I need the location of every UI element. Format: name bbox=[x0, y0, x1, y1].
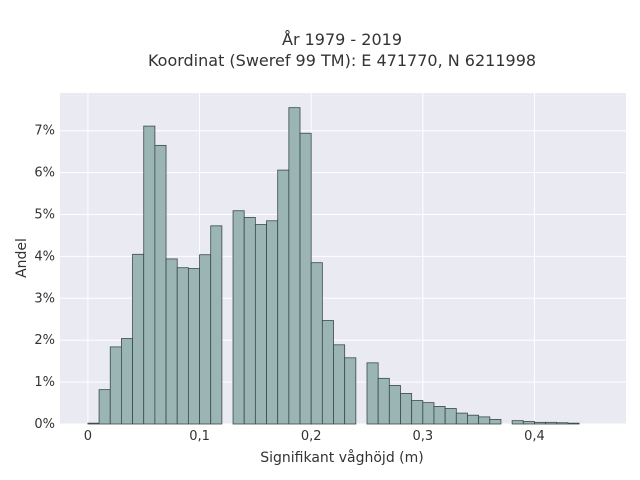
histogram-bar bbox=[344, 357, 357, 425]
x-tick-label: 0,3 bbox=[412, 429, 433, 444]
histogram-bar bbox=[87, 422, 100, 425]
y-tick-label: 2% bbox=[34, 333, 55, 348]
x-tick-label: 0,4 bbox=[524, 429, 545, 444]
y-tick-label: 1% bbox=[34, 375, 55, 390]
histogram-bar bbox=[288, 107, 301, 425]
histogram-bar bbox=[121, 338, 133, 425]
histogram-bar bbox=[377, 377, 390, 425]
histogram-bar bbox=[154, 144, 167, 425]
histogram-bar bbox=[556, 422, 569, 425]
histogram-bar bbox=[266, 220, 279, 425]
chart-title-line-1: År 1979 - 2019 bbox=[282, 30, 402, 49]
histogram-bar bbox=[545, 421, 558, 425]
histogram-bar bbox=[567, 422, 580, 425]
x-axis-ticks: 0 0,1 0,2 0,3 0,4 bbox=[84, 429, 545, 444]
histogram-bar bbox=[199, 254, 212, 425]
histogram-bar bbox=[310, 262, 323, 425]
histogram-bar bbox=[422, 402, 435, 425]
histogram-bar bbox=[243, 217, 256, 425]
histogram-bar bbox=[165, 258, 178, 425]
histogram-bar bbox=[366, 362, 379, 425]
histogram-bar bbox=[143, 125, 156, 425]
y-axis-label: Andel bbox=[14, 238, 30, 278]
histogram-bar bbox=[187, 268, 200, 425]
y-tick-label: 0% bbox=[34, 417, 55, 432]
histogram-bar bbox=[277, 169, 290, 425]
y-tick-label: 4% bbox=[34, 249, 55, 264]
histogram-bar bbox=[444, 408, 457, 425]
histogram-bar bbox=[411, 400, 424, 425]
histogram-bar bbox=[98, 389, 111, 425]
histogram-bar bbox=[254, 224, 267, 425]
histogram-bar bbox=[321, 320, 334, 425]
histogram-bar bbox=[176, 267, 189, 425]
histogram-bar bbox=[388, 385, 401, 425]
histogram-bar bbox=[232, 210, 245, 425]
y-tick-label: 3% bbox=[34, 291, 55, 306]
y-tick-label: 7% bbox=[34, 124, 55, 139]
histogram-bar bbox=[522, 421, 535, 425]
histogram-bar bbox=[109, 346, 122, 425]
x-tick-label: 0,2 bbox=[301, 429, 322, 444]
y-axis-ticks: 0% 1% 2% 3% 4% 5% 6% 7% bbox=[34, 124, 55, 432]
histogram-bar bbox=[333, 344, 346, 425]
histogram-bar bbox=[467, 414, 480, 425]
x-axis-label: Signifikant våghöjd (m) bbox=[260, 449, 423, 466]
histogram-bar bbox=[210, 225, 223, 425]
histogram-bar bbox=[511, 420, 524, 425]
histogram-bar bbox=[299, 132, 312, 425]
histogram-bar bbox=[433, 406, 446, 425]
histogram-bar bbox=[534, 421, 547, 425]
histogram-bar bbox=[489, 418, 502, 425]
histogram-bar bbox=[132, 253, 145, 425]
histogram-bar bbox=[478, 416, 491, 425]
histogram-bar bbox=[455, 412, 468, 425]
x-tick-label: 0 bbox=[84, 429, 92, 444]
chart-title-line-2: Koordinat (Sweref 99 TM): E 471770, N 62… bbox=[148, 51, 536, 70]
histogram-bars bbox=[87, 107, 580, 425]
histogram-bar bbox=[400, 393, 413, 425]
y-tick-label: 5% bbox=[34, 208, 55, 223]
y-tick-label: 6% bbox=[34, 166, 55, 181]
x-tick-label: 0,1 bbox=[189, 429, 210, 444]
